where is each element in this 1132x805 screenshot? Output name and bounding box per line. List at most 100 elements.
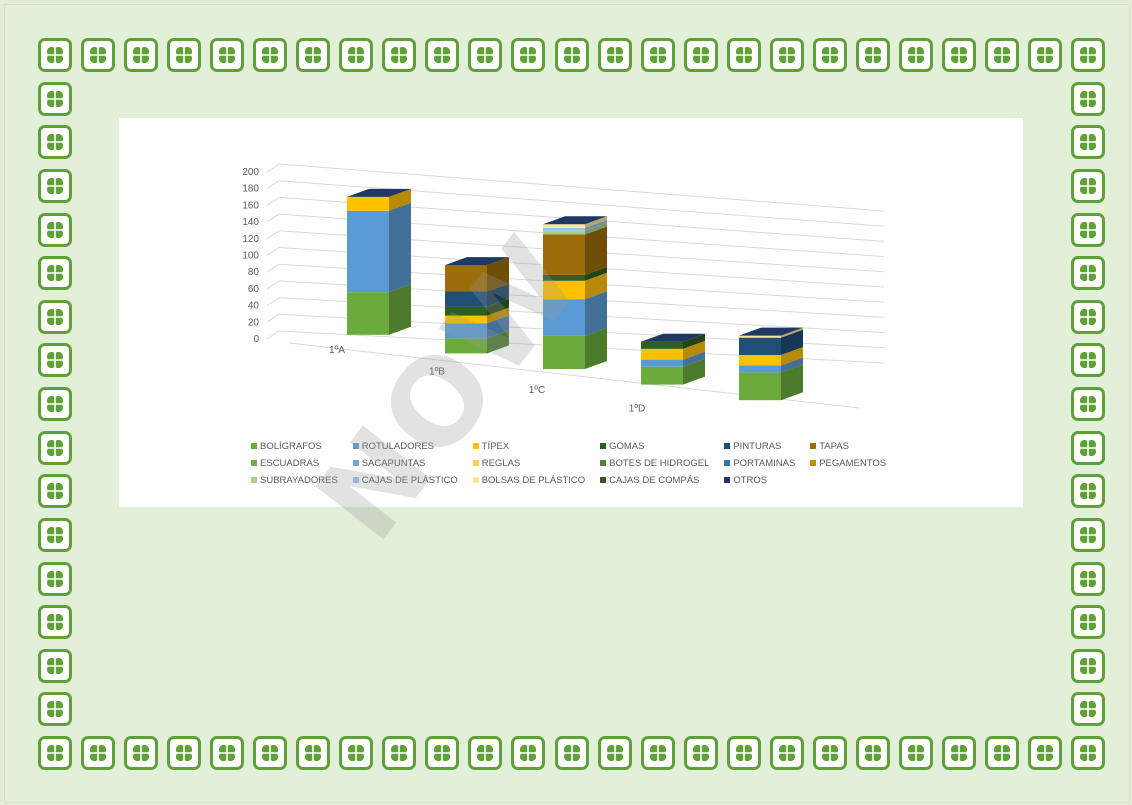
clover-icon <box>433 744 451 762</box>
clover-icon <box>347 744 365 762</box>
bar-segment-front <box>739 335 781 338</box>
bar-segment-front <box>641 359 683 367</box>
clover-tile <box>942 736 976 770</box>
clover-icon <box>519 744 537 762</box>
clover-icon <box>1079 570 1097 588</box>
legend-label: CAJAS DE PLÁSTICO <box>361 474 458 486</box>
gridline <box>278 163 885 212</box>
clover-tile <box>38 736 72 770</box>
clover-tile <box>38 474 72 508</box>
clover-icon <box>1079 482 1097 500</box>
clover-tile <box>38 300 72 334</box>
clover-tile <box>81 736 115 770</box>
y-tick-label: 200 <box>242 167 259 178</box>
clover-icon <box>778 744 796 762</box>
bar-stack <box>445 257 509 354</box>
legend-swatch <box>352 443 359 449</box>
clover-icon <box>390 46 408 64</box>
bar-segment-front <box>739 337 781 356</box>
legend-item: ESCUADRAS <box>251 456 353 470</box>
clover-tile <box>684 38 718 72</box>
clover-tile <box>253 38 287 72</box>
clover-tile <box>1071 387 1105 421</box>
clover-tile <box>813 736 847 770</box>
legend-swatch <box>600 460 607 466</box>
clover-tile <box>38 82 72 116</box>
clover-icon <box>950 46 968 64</box>
legend-swatch <box>724 460 731 466</box>
clover-icon <box>649 744 667 762</box>
clover-icon <box>46 657 64 675</box>
bar-segment-side <box>683 333 705 349</box>
chart-card: 0204060801001201401601802001ºA1ºB1ºC1ºD1… <box>119 118 1023 507</box>
legend-swatch <box>472 460 479 466</box>
clover-icon <box>907 744 925 762</box>
gridline-side <box>266 163 280 173</box>
y-tick-label: 180 <box>242 184 259 195</box>
clover-tile <box>684 736 718 770</box>
bar-segment-side <box>585 216 607 228</box>
y-tick-label: 60 <box>248 284 260 295</box>
clover-icon <box>778 46 796 64</box>
bar-segment-side <box>781 357 803 373</box>
clover-icon <box>304 744 322 762</box>
clover-tile <box>1071 343 1105 377</box>
clover-icon <box>46 744 64 762</box>
legend-item: TAPAS <box>810 439 901 453</box>
bar-segment-side <box>585 272 607 300</box>
bar-segment-side <box>585 291 607 336</box>
y-tick-label: 80 <box>248 267 260 278</box>
bar-segment-side <box>683 351 705 367</box>
clover-tile <box>598 736 632 770</box>
legend-item: PINTURAS <box>724 439 810 453</box>
clover-tile <box>641 736 675 770</box>
legend-label: BOLÍGRAFOS <box>260 440 322 452</box>
clover-tile <box>598 38 632 72</box>
stacked-3d-bar-chart: 0204060801001201401601802001ºA1ºB1ºC1ºD1… <box>242 163 885 415</box>
bar-stack <box>347 188 411 335</box>
clover-icon <box>476 744 494 762</box>
bar-segment-side <box>389 202 411 293</box>
bar-segment-front <box>347 196 389 211</box>
clover-tile <box>81 38 115 72</box>
y-tick-label: 20 <box>248 317 260 328</box>
clover-icon <box>476 46 494 64</box>
clover-icon <box>993 744 1011 762</box>
bar-segment-side <box>389 284 411 335</box>
bar-segment-front <box>543 224 585 228</box>
clover-tile <box>555 736 589 770</box>
clover-icon <box>692 744 710 762</box>
clover-tile <box>511 736 545 770</box>
clover-tile <box>1071 300 1105 334</box>
clover-icon <box>46 395 64 413</box>
bar-segment-side <box>683 340 705 360</box>
clover-tile <box>210 736 244 770</box>
bar-segment-front <box>641 366 683 385</box>
legend-label: OTROS <box>733 474 768 486</box>
clover-tile <box>339 736 373 770</box>
legend-label: GOMAS <box>609 440 645 452</box>
clover-tile <box>38 125 72 159</box>
bar-segment-side <box>585 266 607 281</box>
legend-label: SACAPUNTAS <box>361 457 426 469</box>
clover-icon <box>46 177 64 195</box>
bar-top <box>347 188 411 197</box>
bar-segment-front <box>543 274 585 281</box>
clover-tile <box>899 38 933 72</box>
bar-segment-side <box>683 358 705 385</box>
clover-tile <box>1071 692 1105 726</box>
clover-icon <box>46 482 64 500</box>
legend-item: SUBRAYADORES <box>251 473 353 487</box>
clover-icon <box>519 46 537 64</box>
legend-item: SACAPUNTAS <box>352 456 473 470</box>
clover-tile <box>985 736 1019 770</box>
clover-tile <box>296 38 330 72</box>
bar-segment-front <box>347 210 389 293</box>
clover-icon <box>563 744 581 762</box>
x-tick-label: 1ºA <box>329 345 345 356</box>
clover-tile <box>339 38 373 72</box>
clover-icon <box>864 46 882 64</box>
clover-icon <box>1079 657 1097 675</box>
clover-tile <box>1071 213 1105 247</box>
